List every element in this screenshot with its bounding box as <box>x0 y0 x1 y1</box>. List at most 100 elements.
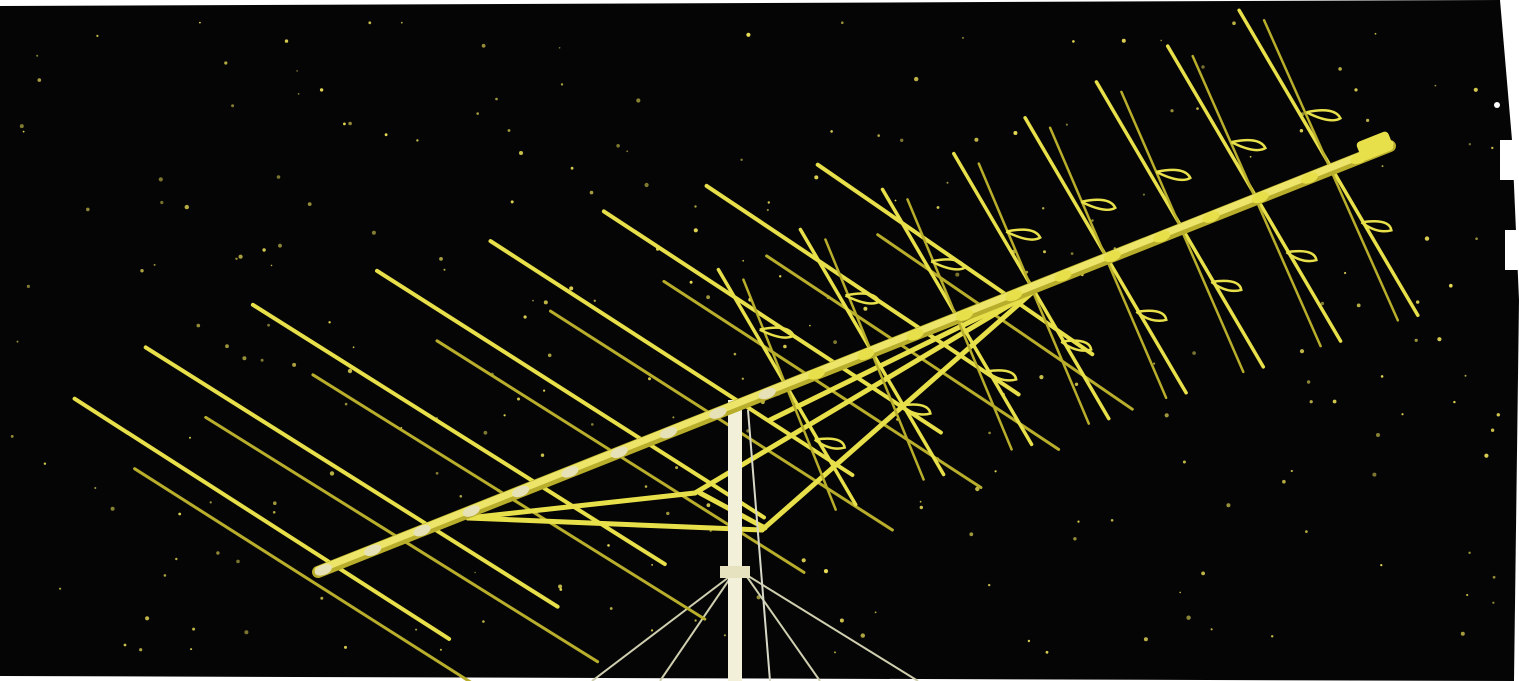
star <box>746 32 751 37</box>
star <box>1468 551 1471 554</box>
star <box>1179 591 1181 594</box>
star <box>1496 413 1501 417</box>
star <box>476 112 480 115</box>
star <box>975 486 980 492</box>
star <box>1401 413 1404 416</box>
star <box>443 268 446 271</box>
star <box>616 144 620 148</box>
vhf-rod <box>549 309 894 532</box>
star <box>1466 593 1469 597</box>
star <box>1143 637 1148 642</box>
boom-clamp <box>1054 270 1072 282</box>
star <box>163 574 167 577</box>
star <box>507 129 511 132</box>
star <box>1192 351 1196 355</box>
star <box>1226 503 1231 508</box>
uhf-rod <box>742 278 837 511</box>
uhf-rod <box>906 198 1013 451</box>
star <box>1027 639 1031 643</box>
star <box>192 627 196 631</box>
star <box>22 130 25 133</box>
star <box>19 124 24 129</box>
star <box>626 150 629 153</box>
star <box>292 362 297 367</box>
star <box>196 323 201 328</box>
star <box>352 346 355 349</box>
star <box>589 190 594 195</box>
star <box>609 607 613 610</box>
star <box>1043 250 1046 254</box>
star <box>740 158 743 161</box>
uhf-loop <box>930 258 967 271</box>
vhf-elements <box>72 162 1134 681</box>
star <box>519 151 523 155</box>
star <box>371 230 376 235</box>
boom-clamp <box>364 544 382 557</box>
star <box>1271 635 1274 638</box>
uhf-loop <box>1080 198 1117 212</box>
vhf-rod <box>876 233 1134 411</box>
star <box>1484 453 1489 458</box>
star <box>1354 88 1358 92</box>
star <box>1424 236 1430 241</box>
star <box>216 551 220 555</box>
star <box>1182 460 1186 464</box>
lead-in-cable <box>747 409 771 681</box>
uhf-rod <box>824 238 925 481</box>
uhf-loop <box>1155 168 1192 182</box>
star <box>969 532 974 537</box>
star <box>1491 146 1494 150</box>
star <box>607 544 610 547</box>
boom-clamp <box>807 368 826 380</box>
star <box>474 571 476 574</box>
star <box>962 36 964 39</box>
star <box>459 495 463 498</box>
star <box>559 588 563 591</box>
star <box>368 21 372 25</box>
uhf-loop <box>1285 249 1318 263</box>
star <box>37 78 42 82</box>
star <box>415 628 418 631</box>
star <box>328 321 331 324</box>
star <box>919 505 923 510</box>
uhf-loop <box>1135 309 1168 323</box>
star <box>1475 237 1478 240</box>
uhf-loop <box>844 292 882 305</box>
star <box>1344 271 1347 275</box>
boom-clamp <box>857 348 875 361</box>
star <box>741 377 744 380</box>
star <box>693 228 698 233</box>
star <box>742 259 745 262</box>
star <box>344 402 348 406</box>
star <box>439 648 442 651</box>
star <box>96 34 99 38</box>
star <box>644 485 648 488</box>
boom-clamp <box>561 466 579 478</box>
star <box>1453 400 1456 404</box>
star <box>994 470 997 473</box>
star <box>988 431 991 435</box>
star <box>733 352 737 356</box>
star <box>1332 399 1337 404</box>
star <box>86 207 90 212</box>
star <box>779 275 782 278</box>
star <box>894 199 897 202</box>
star <box>723 634 727 637</box>
vhf-rod <box>143 345 560 609</box>
star <box>145 616 150 621</box>
star <box>1065 123 1068 126</box>
uhf-loop <box>759 326 796 339</box>
star <box>1306 380 1311 384</box>
star <box>830 130 833 133</box>
star <box>348 121 352 126</box>
star <box>675 466 679 470</box>
star <box>1356 303 1361 308</box>
star <box>1473 87 1478 92</box>
star <box>1249 155 1252 158</box>
star <box>543 389 546 392</box>
guy-wires <box>591 573 919 681</box>
star <box>139 648 143 652</box>
star <box>36 54 39 57</box>
uhf-loop <box>1360 220 1393 233</box>
